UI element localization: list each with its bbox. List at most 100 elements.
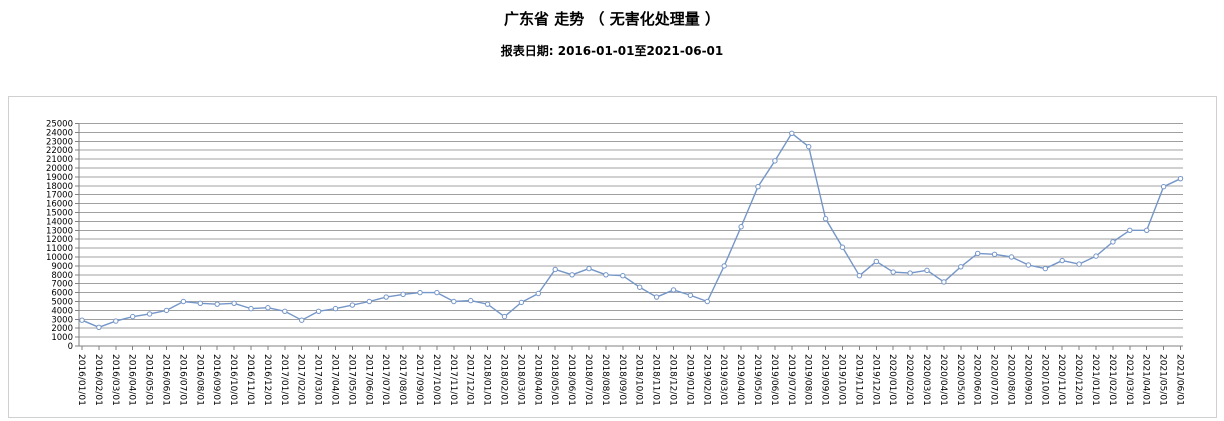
x-tick-label: 2019/12/01: [870, 354, 880, 406]
data-point-marker: [924, 267, 930, 274]
x-tick-label: 2017/09/01: [414, 354, 424, 406]
data-point-marker: [248, 305, 254, 312]
y-tick-label: 15000: [46, 209, 73, 219]
x-tick-label: 2021/03/01: [1124, 354, 1134, 406]
data-point-marker: [434, 289, 440, 296]
data-point-marker: [1177, 175, 1184, 182]
y-tick-label: 2000: [51, 324, 73, 334]
data-point-marker: [755, 183, 761, 190]
data-point-marker: [856, 272, 863, 279]
x-tick-label: 2021/05/01: [1158, 354, 1168, 406]
chart-title: 广东省 走势 （ 无害化处理量 ）: [504, 10, 720, 28]
data-point-marker: [789, 130, 795, 136]
x-tick-label: 2018/05/01: [549, 354, 559, 406]
data-point-marker: [451, 298, 457, 305]
x-tick-label: 2016/07/01: [177, 354, 187, 406]
x-tick-label: 2020/03/01: [921, 354, 931, 406]
x-tick-label: 2017/08/01: [397, 354, 407, 406]
y-tick-label: 17000: [46, 191, 73, 201]
y-tick-label: 24000: [46, 128, 73, 138]
y-tick-label: 0: [68, 342, 73, 352]
data-point-marker: [653, 294, 660, 300]
data-point-marker: [518, 299, 525, 306]
data-point-marker: [603, 272, 609, 278]
data-point-marker: [332, 305, 339, 312]
x-tick-label: 2020/08/01: [1006, 354, 1016, 406]
x-axis-labels: 2016/01/01 2016/02/01 2016/03/01 2016/04/01…: [76, 354, 1185, 406]
y-tick-label: 7000: [51, 280, 73, 290]
data-point-marker: [1160, 183, 1167, 190]
x-tick-label: 2020/06/01: [972, 354, 982, 406]
data-point-marker: [890, 269, 896, 275]
data-point-marker: [1144, 227, 1150, 234]
data-point-marker: [130, 313, 136, 320]
x-tick-label: 2018/08/01: [600, 354, 610, 406]
data-point-marker: [1008, 254, 1015, 260]
data-line: [81, 132, 1181, 329]
x-tick-label: 2019/06/01: [769, 354, 779, 406]
x-tick-label: 2017/06/01: [363, 354, 373, 406]
data-point-marker: [552, 266, 558, 273]
x-tick-label: 2021/02/01: [1107, 354, 1117, 406]
y-tick-label: 23000: [46, 137, 73, 147]
x-tick-label: 2018/04/01: [532, 354, 542, 406]
x-tick-label: 2016/04/01: [127, 354, 137, 406]
x-tick-label: 2017/04/01: [330, 354, 340, 406]
y-tick-label: 12000: [46, 235, 73, 245]
data-point-marker: [468, 297, 474, 304]
x-tick-label: 2016/03/01: [110, 354, 120, 406]
data-point-marker: [400, 291, 406, 298]
x-tick-label: 2018/10/01: [634, 354, 644, 406]
x-tick-label: 2017/07/01: [380, 354, 390, 406]
x-tick-label: 2018/12/01: [668, 354, 678, 406]
x-tick-label: 2018/06/01: [566, 354, 576, 406]
x-tick-label: 2018/07/01: [583, 354, 593, 406]
data-point-marker: [163, 307, 170, 314]
y-tick-label: 9000: [51, 262, 73, 272]
x-tick-label: 2019/02/01: [701, 354, 711, 406]
data-point-marker: [586, 265, 592, 272]
x-tick-label: 2020/10/01: [1039, 354, 1049, 406]
data-point-marker: [180, 298, 187, 305]
x-tick-label: 2021/01/01: [1090, 354, 1100, 406]
x-tick-label: 2016/11/01: [245, 354, 255, 406]
y-tick-label: 20000: [46, 164, 73, 174]
x-tick-label: 2021/04/01: [1141, 354, 1151, 406]
data-point-marker: [991, 251, 998, 258]
data-point-marker: [975, 250, 981, 257]
data-point-marker: [1110, 239, 1116, 245]
x-tick-label: 2018/03/01: [515, 354, 525, 406]
y-tick-label: 14000: [46, 217, 73, 227]
data-point-marker: [704, 298, 710, 305]
data-point-marker: [1042, 265, 1049, 272]
data-point-marker: [941, 279, 947, 285]
x-tick-label: 2018/02/01: [499, 354, 509, 406]
y-tick-label: 18000: [46, 182, 73, 192]
data-point-marker: [772, 158, 778, 164]
data-point-marker: [231, 300, 237, 306]
chart-subtitle: 报表日期: 2016-01-01至2021-06-01: [500, 44, 724, 58]
x-tick-label: 2020/05/01: [955, 354, 965, 406]
data-point-marker: [214, 301, 220, 307]
x-tick-label: 2017/11/01: [448, 354, 458, 406]
data-point-marker: [1059, 257, 1065, 264]
data-point-marker: [535, 290, 541, 297]
y-tick-label: 5000: [51, 298, 73, 308]
data-point-marker: [738, 224, 744, 230]
x-tick-label: 2016/08/01: [194, 354, 204, 406]
x-tick-label: 2019/08/01: [803, 354, 813, 406]
x-tick-label: 2017/05/01: [346, 354, 356, 406]
x-tick-label: 2020/12/01: [1073, 354, 1083, 406]
y-tick-label: 4000: [51, 306, 73, 316]
trend-chart: 0100020003000400050006000700080009000100…: [46, 120, 1185, 406]
data-point-marker: [417, 289, 423, 296]
data-point-marker: [1025, 262, 1032, 268]
x-tick-label: 2016/10/01: [228, 354, 238, 406]
data-point-marker: [873, 258, 879, 265]
y-tick-label: 21000: [46, 155, 73, 165]
data-point-marker: [721, 263, 727, 269]
y-tick-label: 19000: [46, 173, 73, 183]
data-point-marker: [113, 318, 119, 324]
data-point-marker: [146, 311, 153, 317]
